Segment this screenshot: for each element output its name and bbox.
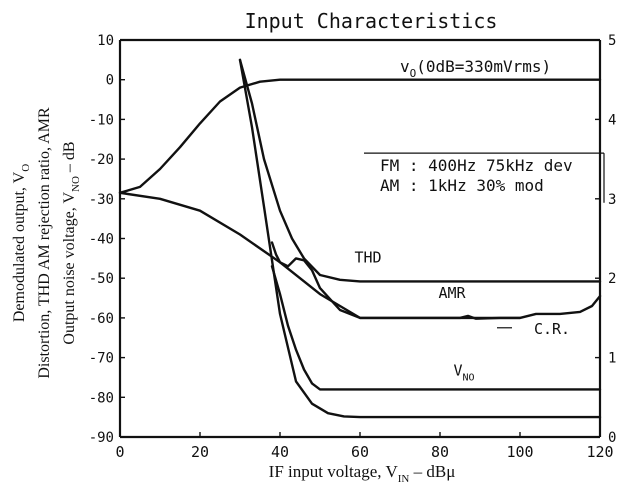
- x-tick-label: 120: [586, 443, 613, 461]
- y-tick-label: -80: [89, 390, 114, 406]
- x-tick-label: 60: [351, 443, 369, 461]
- y-tick-label: -60: [89, 311, 114, 327]
- series-line-2: [270, 241, 602, 320]
- x-tick-label: 0: [115, 443, 124, 461]
- annotation-subscript: O: [410, 67, 417, 80]
- series-label-text: THD: [354, 248, 381, 266]
- y2-tick-label: 3: [608, 192, 616, 208]
- y-axis-label-text: Demodulated output, V: [11, 171, 28, 322]
- y2-tick-label: 4: [608, 112, 616, 128]
- series-line-0: [118, 78, 602, 195]
- x-tick-label: 20: [191, 443, 209, 461]
- series-label-text: C.R.: [534, 320, 570, 338]
- series-label: C.R.: [534, 320, 570, 338]
- y-axis-label-line: Distortion, THD AM rejection ratio, AMR: [36, 107, 53, 379]
- annotation: FM : 400Hz 75kHz dev: [380, 156, 573, 175]
- x-axis-label-text: IF input voltage, V: [269, 462, 399, 481]
- y-tick-label: -40: [89, 232, 114, 248]
- plot-frame-layer: [118, 38, 602, 439]
- series-label-subscript: NO: [462, 372, 474, 383]
- tick-layer: 0 20 40 60 80 100 120100-10-20-30-40-50-60-70-…: [89, 33, 617, 461]
- y-tick-label: -20: [89, 152, 114, 168]
- series-label: AMR: [438, 284, 466, 302]
- series-layer: [118, 58, 602, 419]
- x-tick-label: 40: [271, 443, 289, 461]
- y2-tick-label: 2: [608, 271, 616, 287]
- x-tick-label: 80: [431, 443, 449, 461]
- y-axis-label-tail: – dB: [61, 141, 78, 176]
- series-label-text: AMR: [438, 284, 466, 302]
- series-label-text: V: [453, 361, 462, 379]
- series-label: THD: [354, 248, 381, 266]
- chart-title: Input Characteristics: [245, 9, 498, 33]
- series-label: VNO: [453, 361, 474, 383]
- annotation-text: FM : 400Hz 75kHz dev: [380, 156, 573, 175]
- x-axis-label: IF input voltage, VIN – dBμ: [269, 462, 456, 484]
- annotation: vO(0dB=330mVrms): [400, 57, 551, 80]
- y-tick-label: -10: [89, 112, 114, 128]
- y-tick-label: -70: [89, 351, 114, 367]
- y-axis-label-line: Demodulated output, VO: [11, 164, 32, 322]
- annotation-text: v: [400, 57, 410, 76]
- x-axis-label-unit: – dBμ: [409, 462, 455, 481]
- y-tick-label: 10: [97, 33, 114, 49]
- series-line-5: [238, 58, 602, 419]
- y-axis-label-subscript: O: [20, 164, 32, 172]
- y-axis-label-line: Output noise voltage, VNO – dB: [61, 141, 82, 344]
- y2-tick-label: 1: [608, 351, 616, 367]
- y-axis-label-text: Distortion, THD AM rejection ratio, AMR: [36, 107, 53, 379]
- y2-tick-label: 5: [608, 33, 616, 49]
- x-axis-label-subscript: IN: [398, 473, 410, 484]
- y-axis-label-text: Output noise voltage, V: [61, 192, 78, 345]
- y2-tick-label: 0: [608, 430, 616, 446]
- y-tick-label: -30: [89, 192, 114, 208]
- annotation-tail: (0dB=330mVrms): [416, 57, 551, 76]
- y-tick-label: 0: [106, 73, 114, 89]
- x-tick-label: 100: [506, 443, 533, 461]
- annotation: AM : 1kHz 30% mod: [380, 176, 544, 195]
- series-line-4: [270, 265, 602, 391]
- y-axis-label-subscript: NO: [70, 176, 82, 192]
- y-tick-label: -90: [89, 430, 114, 446]
- series-line-3: [238, 58, 602, 283]
- y-tick-label: -50: [89, 271, 114, 287]
- annotation-text: AM : 1kHz 30% mod: [380, 176, 544, 195]
